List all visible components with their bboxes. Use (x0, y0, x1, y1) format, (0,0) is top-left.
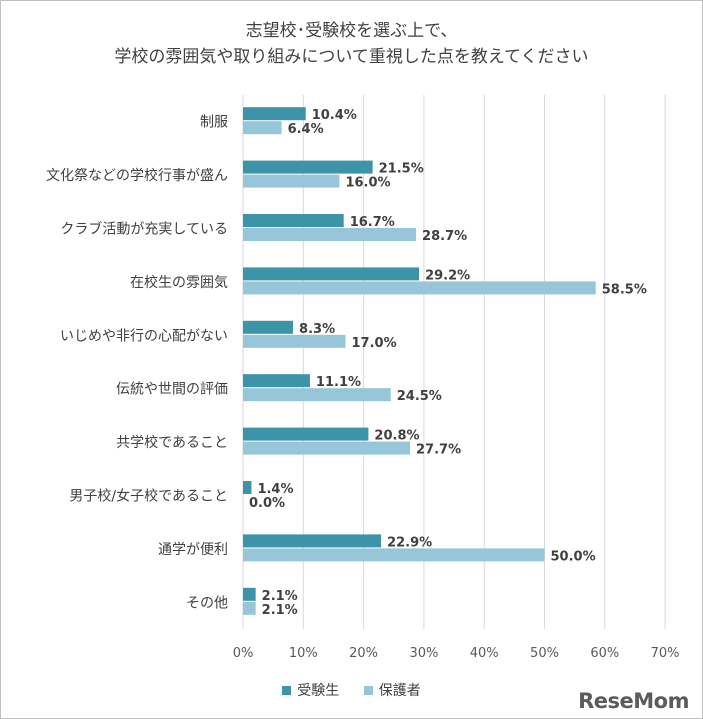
bar-students (243, 587, 256, 601)
chart-title-line-2: 学校の雰囲気や取り組みについて重視した点を教えてください (114, 47, 589, 67)
legend-swatch-students (282, 685, 292, 695)
logo-text: ReseMom (578, 689, 689, 713)
data-label: 27.7% (416, 443, 461, 458)
legend-item-students: 受験生 (282, 680, 339, 700)
legend-label-parents: 保護者 (378, 683, 421, 699)
x-tick-label: 30% (409, 646, 438, 661)
data-label: 28.7% (422, 229, 467, 244)
bar-parents (243, 174, 340, 188)
bar-parents (243, 121, 282, 135)
data-label: 20.8% (374, 429, 419, 444)
data-label: 16.7% (350, 215, 395, 230)
legend-swatch-parents (363, 685, 373, 695)
bar-students (243, 160, 373, 174)
bar-students (243, 374, 310, 388)
chart-title-line-1: 志望校･受験校を選ぶ上で、 (245, 21, 458, 41)
x-tick-label: 40% (470, 646, 499, 661)
category-label: 制服 (200, 115, 228, 131)
bar-students (243, 214, 344, 227)
bar-parents (243, 228, 417, 241)
bar-students (243, 427, 369, 441)
category-label: 伝統や世間の評価 (116, 382, 228, 398)
category-label: 通学が便利 (158, 542, 228, 558)
data-label: 21.5% (379, 162, 424, 177)
data-label: 6.4% (288, 122, 324, 137)
x-tick-label: 70% (651, 646, 680, 661)
data-label: 2.1% (262, 603, 298, 618)
data-label: 10.4% (312, 108, 357, 123)
data-label: 2.1% (262, 589, 298, 604)
x-tick-label: 0% (233, 646, 254, 661)
data-label: 50.0% (551, 549, 596, 564)
data-label: 29.2% (425, 268, 470, 283)
bar-parents (243, 281, 596, 295)
data-label: 1.4% (257, 482, 293, 497)
category-label: いじめや非行の心配がない (60, 328, 228, 344)
x-tick-label: 60% (590, 646, 619, 661)
x-tick-label: 50% (530, 646, 559, 661)
category-label: 文化祭などの学校行事が盛ん (46, 167, 228, 184)
category-label: その他 (186, 595, 228, 611)
category-label: 共学校であること (116, 434, 228, 451)
bar-students (243, 107, 306, 121)
bar-parents (243, 334, 346, 348)
bar-parents (243, 441, 411, 455)
data-label: 8.3% (299, 322, 335, 337)
data-label: 0.0% (249, 496, 285, 511)
bar-parents (243, 601, 256, 615)
resemom-logo: ReseMom (578, 689, 689, 713)
data-label: 24.5% (397, 389, 442, 404)
data-label: 22.9% (387, 535, 432, 550)
legend-label-students: 受験生 (297, 683, 340, 699)
bar-parents (243, 388, 391, 402)
x-tick-label: 20% (349, 646, 378, 661)
data-label: 58.5% (602, 282, 647, 297)
data-label: 16.0% (345, 176, 390, 191)
legend-item-parents: 保護者 (363, 680, 421, 700)
bar-parents (243, 548, 545, 562)
bar-students (243, 481, 252, 494)
category-label: クラブ活動が充実している (60, 221, 228, 238)
x-tick-label: 10% (289, 646, 318, 661)
category-label: 男子校/女子校であること (69, 488, 228, 505)
bar-students (243, 534, 382, 548)
data-label: 11.1% (316, 375, 361, 390)
category-label: 在校生の雰囲気 (130, 274, 228, 291)
data-label: 17.0% (352, 336, 397, 351)
bar-students (243, 320, 294, 334)
chart-legend: 受験生 保護者 (0, 680, 703, 700)
bar-students (243, 267, 420, 281)
